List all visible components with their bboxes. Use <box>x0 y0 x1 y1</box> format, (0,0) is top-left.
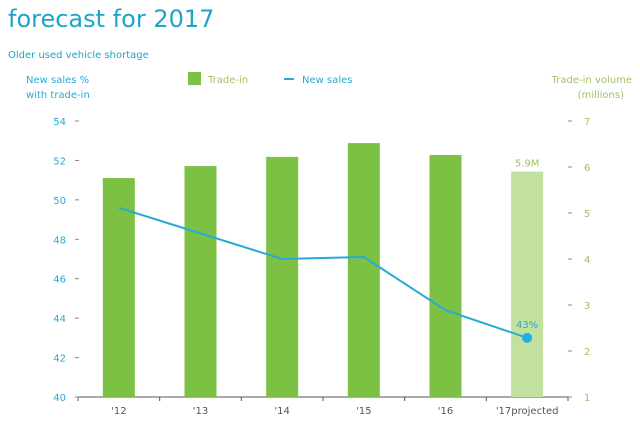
right-tick-label: 7 <box>584 117 590 128</box>
legend-newsales-label: New sales <box>302 75 352 86</box>
right-tick-label: 1 <box>584 393 590 404</box>
left-axis-label-1: New sales % <box>26 75 89 86</box>
right-tick-label: 5 <box>584 209 590 220</box>
left-tick-label: 46 <box>53 275 66 286</box>
bar-data-label: 5.9M <box>515 159 540 170</box>
x-tick-label: '14 <box>274 406 289 417</box>
x-tick-label: '12 <box>111 406 126 417</box>
x-tick-label: '13 <box>193 406 208 417</box>
line-point-end <box>522 332 533 343</box>
left-tick-label: 50 <box>53 196 66 207</box>
bar-tradein-2 <box>266 156 299 397</box>
legend-tradein-label: Trade-in <box>207 75 248 86</box>
right-tick-label: 4 <box>584 255 590 266</box>
left-tick-label: 48 <box>53 235 66 246</box>
left-tick-label: 44 <box>53 314 66 325</box>
line-new-sales <box>118 206 528 339</box>
x-tick-label: '16 <box>438 406 453 417</box>
left-tick-label: 52 <box>53 156 66 167</box>
right-tick-label: 3 <box>584 301 590 312</box>
bar-tradein-0 <box>102 178 135 397</box>
right-tick-label: 6 <box>584 163 590 174</box>
left-tick-label: 54 <box>53 117 66 128</box>
bar-tradein-4 <box>429 155 462 397</box>
x-tick-label: '17projected <box>496 406 559 417</box>
bar-tradein-3 <box>347 143 380 397</box>
line-data-label: 43% <box>516 320 538 331</box>
left-tick-label: 42 <box>53 354 66 365</box>
right-tick-label: 2 <box>584 347 590 358</box>
right-axis-label-2: (millions) <box>578 90 624 101</box>
bar-tradein-5 <box>511 171 544 397</box>
chart-subtitle: Older used vehicle shortage <box>8 50 149 61</box>
legend-tradein-swatch <box>188 72 201 85</box>
right-axis-label-1: Trade-in volume <box>551 75 632 86</box>
bar-tradein-1 <box>184 166 217 397</box>
x-tick-label: '15 <box>356 406 371 417</box>
chart-title: forecast for 2017 <box>8 5 214 33</box>
left-tick-label: 40 <box>53 393 66 404</box>
left-axis-label-2: with trade-in <box>26 90 90 101</box>
